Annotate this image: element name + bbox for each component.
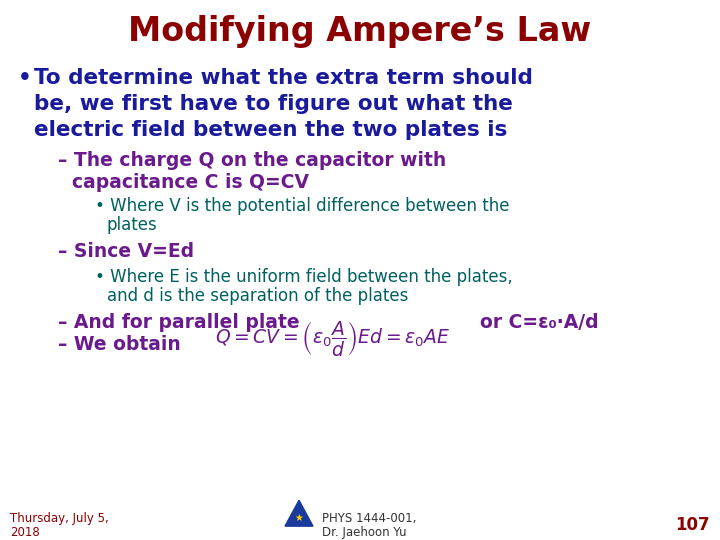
Text: 107: 107 (675, 516, 710, 534)
Text: ★: ★ (294, 513, 303, 523)
Text: •: • (18, 68, 32, 88)
Text: To determine what the extra term should: To determine what the extra term should (34, 68, 533, 88)
Text: capacitance C is Q=CV: capacitance C is Q=CV (72, 173, 309, 192)
Text: • Where E is the uniform field between the plates,: • Where E is the uniform field between t… (95, 268, 513, 286)
Text: – We obtain: – We obtain (58, 335, 181, 354)
Text: or C=ε₀·A/d: or C=ε₀·A/d (480, 313, 598, 332)
Text: PHYS 1444-001,: PHYS 1444-001, (322, 512, 416, 525)
Text: and d is the separation of the plates: and d is the separation of the plates (107, 287, 408, 305)
Text: plates: plates (107, 216, 158, 234)
Text: $Q = CV = \left(\varepsilon_0 \dfrac{A}{d}\right) Ed = \varepsilon_0 AE$: $Q = CV = \left(\varepsilon_0 \dfrac{A}{… (215, 319, 450, 359)
Text: Modifying Ampere’s Law: Modifying Ampere’s Law (128, 15, 592, 49)
Text: • Where V is the potential difference between the: • Where V is the potential difference be… (95, 197, 510, 215)
Polygon shape (285, 500, 313, 526)
Text: – The charge Q on the capacitor with: – The charge Q on the capacitor with (58, 152, 446, 171)
Text: electric field between the two plates is: electric field between the two plates is (34, 119, 508, 139)
Text: – Since V=Ed: – Since V=Ed (58, 242, 194, 261)
Text: be, we first have to figure out what the: be, we first have to figure out what the (34, 93, 513, 114)
Text: Thursday, July 5,: Thursday, July 5, (10, 512, 109, 525)
Text: Dr. Jaehoon Yu: Dr. Jaehoon Yu (322, 525, 407, 538)
Text: 2018: 2018 (10, 525, 40, 538)
Text: – And for parallel plate: – And for parallel plate (58, 313, 300, 332)
